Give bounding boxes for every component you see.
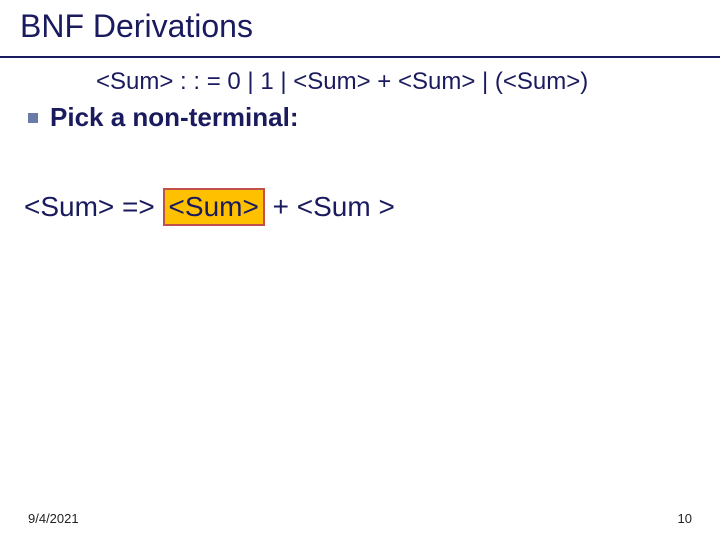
derivation-highlight: <Sum> (163, 188, 265, 226)
footer-page-number: 10 (678, 511, 692, 526)
page-title: BNF Derivations (20, 8, 253, 45)
derivation-lhs: <Sum> => (24, 191, 163, 222)
bullet-text: Pick a non-terminal: (50, 102, 299, 133)
derivation-expression: <Sum> => <Sum> + <Sum > (24, 188, 395, 226)
bullet-square-icon (28, 113, 38, 123)
bullet-row: Pick a non-terminal: (28, 102, 299, 133)
slide-container: BNF Derivations <Sum> : : = 0 | 1 | <Sum… (0, 0, 720, 540)
footer-date: 9/4/2021 (28, 511, 79, 526)
derivation-rhs: + <Sum > (265, 191, 395, 222)
grammar-definition: <Sum> : : = 0 | 1 | <Sum> + <Sum> | (<Su… (96, 68, 588, 96)
title-underline (0, 56, 720, 58)
